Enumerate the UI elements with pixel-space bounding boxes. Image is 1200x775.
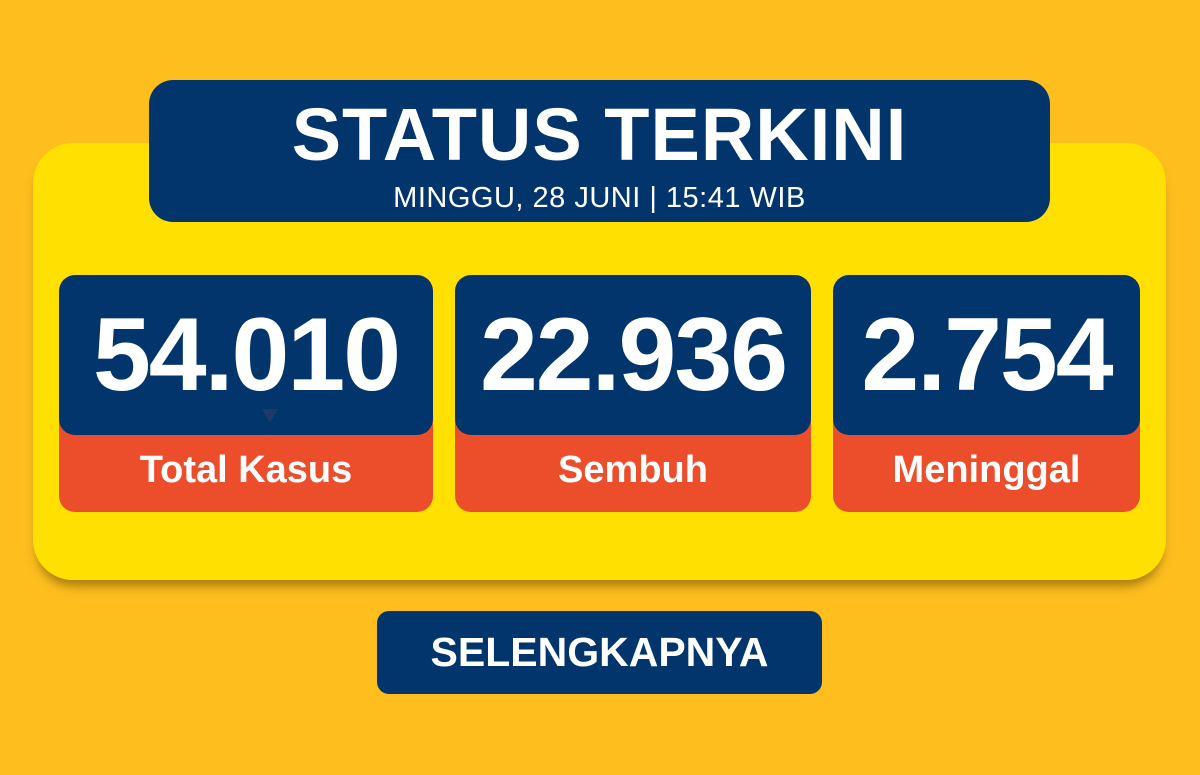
stat-label: Total Kasus <box>139 449 353 491</box>
selengkapnya-button[interactable]: SELENGKAPNYA <box>377 611 822 694</box>
stat-label: Sembuh <box>558 449 708 491</box>
header-banner: STATUS TERKINI MINGGU, 28 JUNI | 15:41 W… <box>149 80 1050 222</box>
stat-card-meninggal: 2.754 Meninggal <box>833 275 1140 512</box>
stat-value: 54.010 <box>59 275 433 435</box>
stat-card-total-kasus: 54.010 Total Kasus <box>59 275 433 512</box>
stat-value: 22.936 <box>455 275 811 435</box>
stat-value: 2.754 <box>833 275 1140 435</box>
date-time: MINGGU, 28 JUNI | 15:41 WIB <box>393 182 806 214</box>
stat-label: Meninggal <box>892 449 1081 491</box>
caret-down-icon <box>262 409 278 423</box>
page-title: STATUS TERKINI <box>291 93 908 176</box>
stat-card-sembuh: 22.936 Sembuh <box>455 275 811 512</box>
